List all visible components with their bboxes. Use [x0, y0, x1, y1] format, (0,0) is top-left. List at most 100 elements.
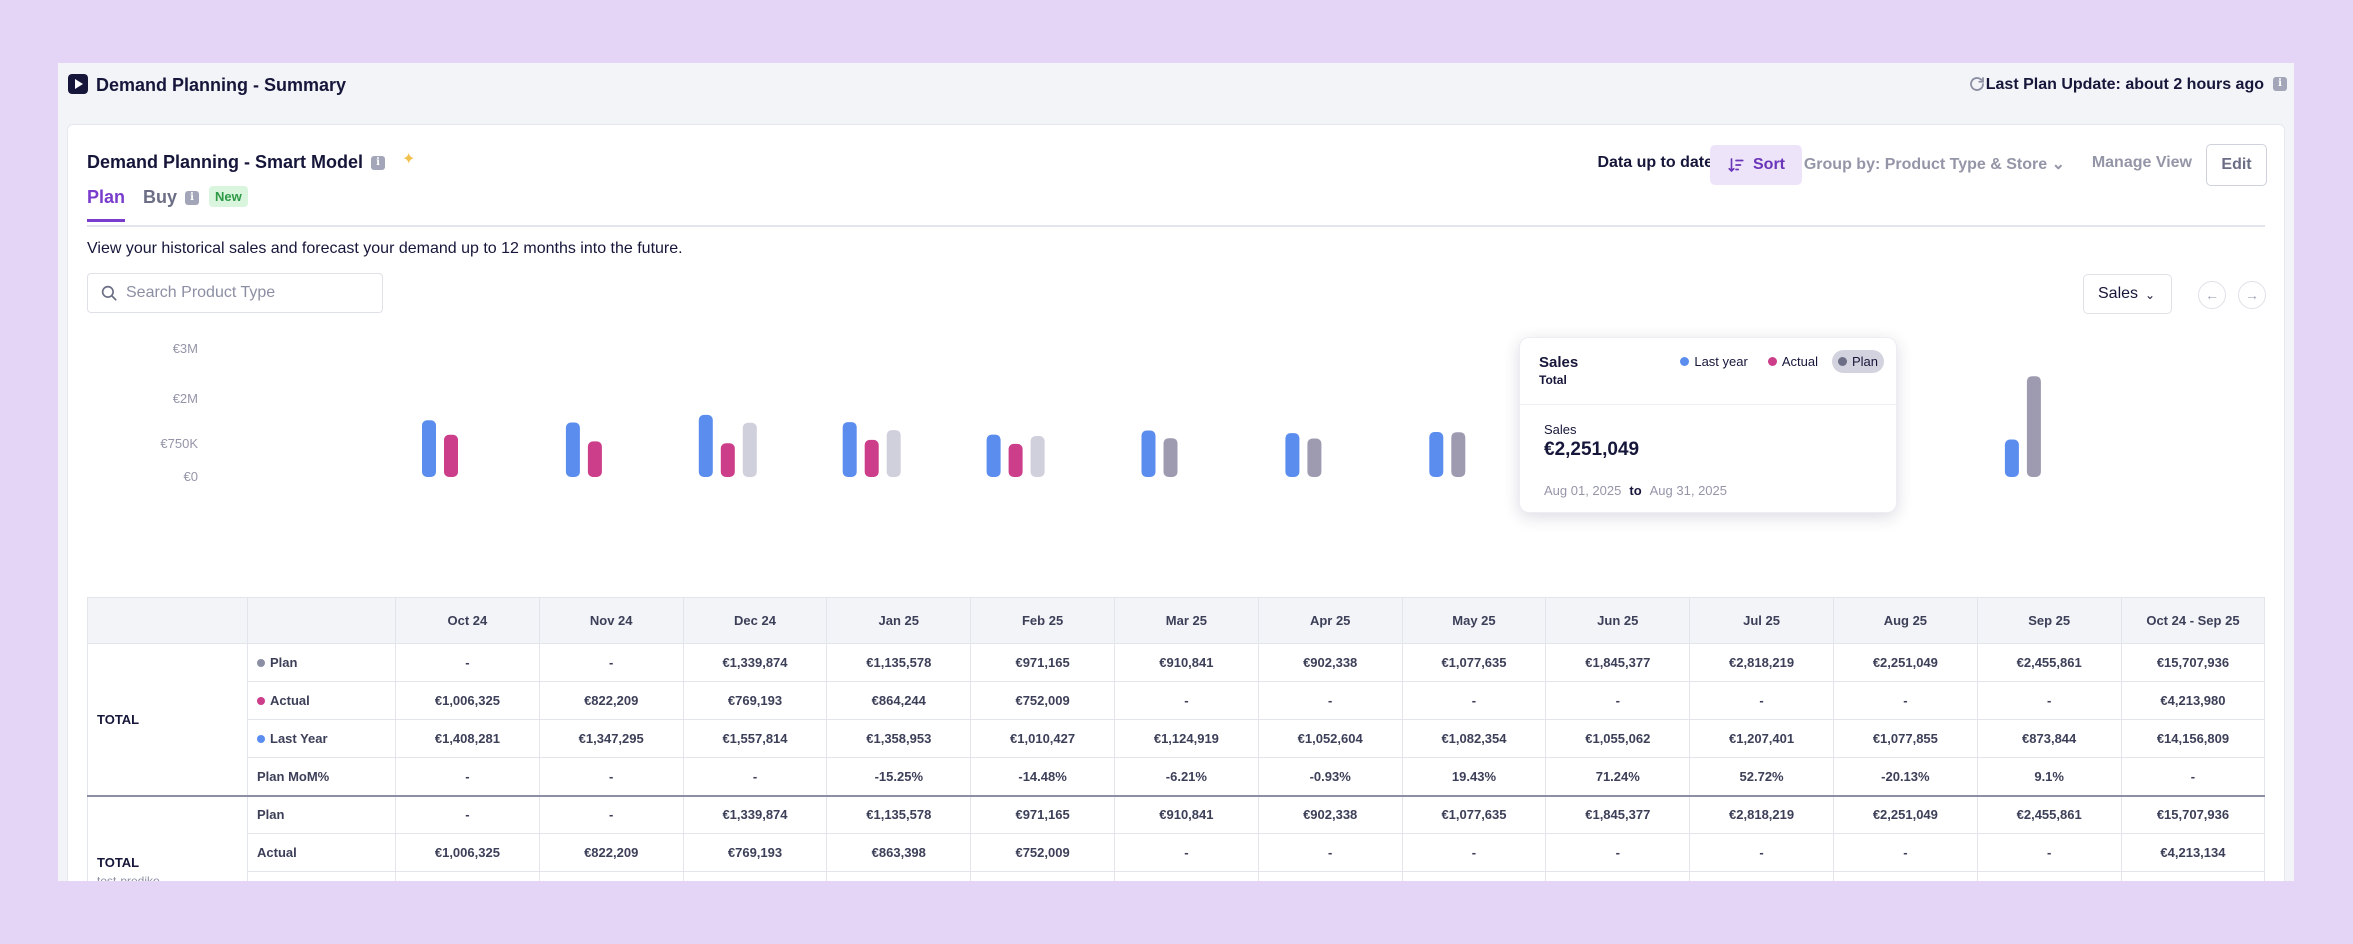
bar-actual-jan-25[interactable] [864, 439, 879, 477]
bar-actual-feb-25[interactable] [1008, 443, 1023, 477]
table-cell[interactable]: €1,010,427 [970, 719, 1115, 758]
table-cell[interactable]: €2,818,219 [1689, 794, 1834, 834]
table-cell[interactable]: - [1976, 833, 2122, 872]
bar-last-year-feb-25[interactable] [986, 434, 1001, 477]
table-cell[interactable]: - [538, 757, 684, 796]
table-cell[interactable]: €1,135,578 [826, 794, 972, 834]
info-icon[interactable]: i [185, 191, 199, 205]
table-cell[interactable]: €1,339,874 [682, 643, 828, 682]
table-cell[interactable]: €15,707,936 [2120, 643, 2266, 682]
table-cell[interactable]: €1,347,295 [538, 719, 684, 758]
bar-plan-sep-25[interactable] [2026, 376, 2041, 477]
sort-button[interactable]: Sort [1710, 145, 1802, 185]
table-cell[interactable]: €4,213,134 [2120, 833, 2266, 872]
table-cell[interactable]: €1,339,874 [682, 794, 828, 834]
legend-plan[interactable]: Plan [1831, 350, 1884, 373]
bar-plan-feb-25[interactable] [1030, 436, 1045, 477]
table-cell[interactable]: €2,251,049 [1832, 794, 1978, 834]
table-cell[interactable]: €1,557,814 [682, 719, 828, 758]
table-cell[interactable]: €1,845,377 [1545, 643, 1691, 682]
table-cell[interactable]: - [1257, 681, 1403, 720]
table-cell[interactable]: €822,209 [538, 833, 684, 872]
table-cell[interactable]: €873,844 [1976, 871, 2122, 881]
table-cell[interactable]: €910,841 [1113, 794, 1259, 834]
table-cell[interactable]: - [1401, 833, 1547, 872]
table-cell[interactable]: €2,818,219 [1689, 643, 1834, 682]
table-cell[interactable]: - [1832, 681, 1978, 720]
table-cell[interactable]: - [682, 757, 828, 796]
table-cell[interactable]: €1,358,953 [826, 719, 972, 758]
table-cell[interactable]: €2,251,049 [1832, 643, 1978, 682]
table-cell[interactable]: - [1401, 681, 1547, 720]
legend-last-year[interactable]: Last year [1674, 350, 1753, 373]
table-cell[interactable]: €752,009 [970, 681, 1115, 720]
table-cell[interactable]: €1,408,281 [395, 719, 540, 758]
legend-actual[interactable]: Actual [1762, 350, 1824, 373]
table-cell[interactable]: €4,213,980 [2120, 681, 2266, 720]
table-cell[interactable]: €1,347,295 [538, 871, 684, 881]
table-cell[interactable]: €822,209 [538, 681, 684, 720]
table-cell[interactable]: -6.21% [1113, 757, 1259, 796]
table-cell[interactable]: €1,055,062 [1545, 719, 1691, 758]
table-cell[interactable]: - [1689, 833, 1834, 872]
bar-last-year-mar-25[interactable] [1141, 430, 1156, 477]
bar-actual-nov-24[interactable] [587, 441, 602, 477]
table-cell[interactable]: €902,338 [1257, 643, 1403, 682]
table-cell[interactable]: €769,193 [682, 833, 828, 872]
table-cell[interactable]: 19.43% [1401, 757, 1547, 796]
bar-plan-may-25[interactable] [1451, 432, 1466, 477]
table-cell[interactable]: €1,010,427 [970, 871, 1115, 881]
table-cell[interactable]: 71.24% [1545, 757, 1691, 796]
table-cell[interactable]: - [2120, 757, 2266, 796]
table-cell[interactable]: - [1257, 833, 1403, 872]
table-cell[interactable]: - [1689, 681, 1834, 720]
bar-plan-mar-25[interactable] [1163, 438, 1178, 477]
table-cell[interactable]: €1,135,578 [826, 643, 972, 682]
bar-last-year-oct-24[interactable] [422, 420, 436, 477]
table-cell[interactable]: - [538, 643, 684, 682]
table-cell[interactable]: €14,156,809 [2120, 719, 2266, 758]
table-cell[interactable]: - [1113, 681, 1259, 720]
table-cell[interactable]: - [395, 757, 540, 796]
table-cell[interactable]: -20.13% [1832, 757, 1978, 796]
bar-last-year-dec-24[interactable] [698, 414, 713, 477]
table-cell[interactable]: €863,398 [826, 833, 972, 872]
table-cell[interactable]: €910,841 [1113, 643, 1259, 682]
table-cell[interactable]: €1,077,855 [1832, 719, 1978, 758]
edit-button[interactable]: Edit [2206, 144, 2267, 186]
table-cell[interactable]: €1,124,919 [1113, 871, 1259, 881]
table-cell[interactable]: €1,124,919 [1113, 719, 1259, 758]
table-cell[interactable]: €971,165 [970, 794, 1115, 834]
table-cell[interactable]: €1,082,354 [1401, 871, 1547, 881]
table-cell[interactable]: - [1113, 833, 1259, 872]
table-cell[interactable]: €2,455,861 [1976, 643, 2122, 682]
table-cell[interactable]: -0.93% [1257, 757, 1403, 796]
bar-last-year-sep-25[interactable] [2004, 439, 2019, 477]
bar-plan-jan-25[interactable] [886, 430, 901, 477]
table-cell[interactable]: €1,006,325 [395, 681, 540, 720]
table-cell[interactable]: €1,207,401 [1689, 871, 1834, 881]
table-cell[interactable]: - [395, 794, 540, 834]
tab-plan[interactable]: Plan [87, 185, 126, 222]
bar-plan-apr-25[interactable] [1307, 438, 1322, 477]
bar-plan-dec-24[interactable] [742, 422, 757, 477]
refresh-icon[interactable] [1968, 75, 1986, 93]
search-input[interactable] [126, 280, 371, 306]
table-cell[interactable]: €1,207,401 [1689, 719, 1834, 758]
table-cell[interactable]: - [395, 643, 540, 682]
info-icon[interactable]: i [2273, 77, 2287, 91]
bar-last-year-jan-25[interactable] [842, 422, 857, 477]
table-cell[interactable]: €1,006,325 [395, 833, 540, 872]
table-cell[interactable]: €1,077,635 [1401, 643, 1547, 682]
table-cell[interactable]: €2,455,861 [1976, 794, 2122, 834]
table-cell[interactable]: €1,055,062 [1545, 871, 1691, 881]
table-cell[interactable]: €752,009 [970, 833, 1115, 872]
table-cell[interactable]: - [1976, 681, 2122, 720]
table-cell[interactable]: - [1545, 833, 1691, 872]
bar-actual-oct-24[interactable] [444, 434, 458, 477]
table-cell[interactable]: €1,408,281 [395, 871, 540, 881]
chart-next-button[interactable]: → [2238, 281, 2266, 309]
bar-last-year-nov-24[interactable] [565, 422, 580, 477]
metric-select[interactable]: Sales ⌄ [2083, 274, 2172, 314]
table-cell[interactable]: -14.48% [970, 757, 1115, 796]
